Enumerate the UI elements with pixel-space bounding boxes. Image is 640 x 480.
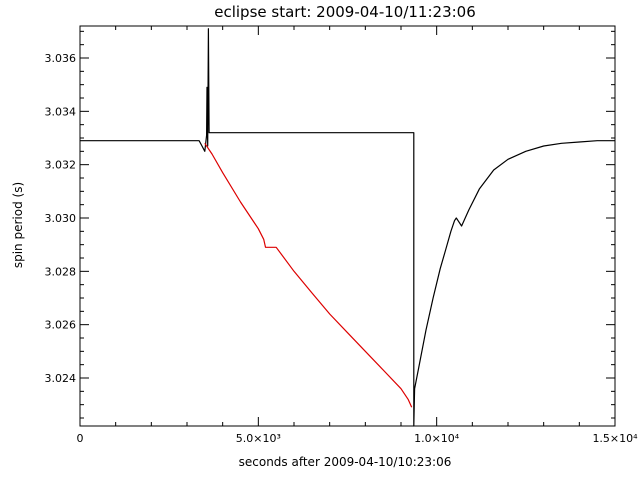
x-tick-label: 1.0×10⁴ bbox=[414, 432, 460, 445]
y-tick-label: 3.036 bbox=[45, 52, 77, 65]
y-tick-label: 3.034 bbox=[45, 105, 77, 118]
series-line-2 bbox=[204, 142, 413, 408]
x-tick-label: 5.0×10³ bbox=[236, 432, 281, 445]
y-tick-label: 3.024 bbox=[45, 372, 77, 385]
x-tick-label: 0 bbox=[77, 432, 84, 445]
x-tick-label: 1.5×10⁴ bbox=[592, 432, 638, 445]
x-axis-label: seconds after 2009-04-10/10:23:06 bbox=[239, 455, 452, 469]
series-line-1 bbox=[80, 28, 615, 427]
y-tick-label: 3.032 bbox=[45, 159, 77, 172]
y-tick-label: 3.030 bbox=[45, 212, 77, 225]
y-axis-label: spin period (s) bbox=[11, 182, 25, 268]
series-layer bbox=[80, 28, 615, 427]
y-tick-label: 3.026 bbox=[45, 319, 77, 332]
chart-title: eclipse start: 2009-04-10/11:23:06 bbox=[214, 3, 476, 21]
axis-ticks: 0 5.0×10³ 1.0×10⁴ 1.5×10⁴ 3.024 3.026 3.028 3.0… bbox=[45, 26, 638, 445]
plot-frame bbox=[79, 25, 616, 427]
y-tick-label: 3.028 bbox=[45, 265, 77, 278]
